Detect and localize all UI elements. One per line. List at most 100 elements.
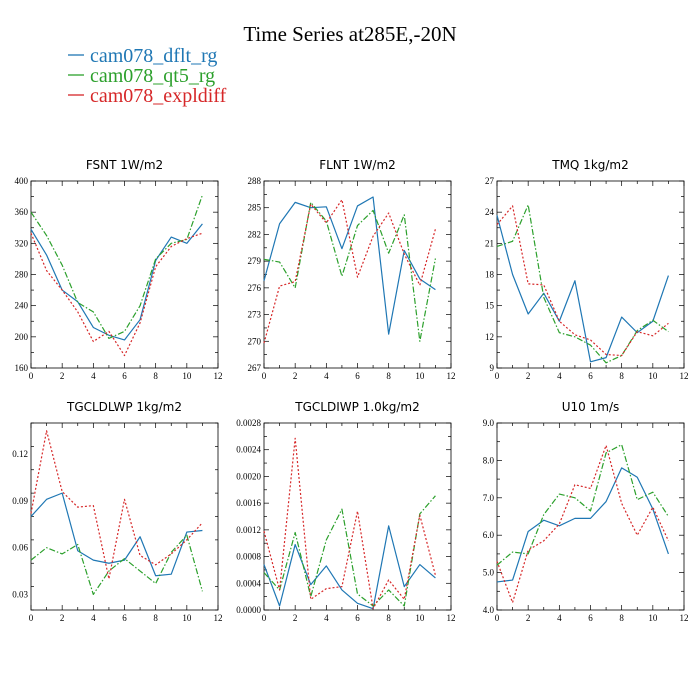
y-tick-label: 240 — [15, 301, 29, 311]
y-tick-label: 8.0 — [483, 455, 495, 465]
x-tick-label: 2 — [60, 613, 65, 623]
x-tick-label: 12 — [447, 613, 456, 623]
y-tick-label: 0.0000 — [236, 605, 261, 615]
y-tick-label: 0.0024 — [236, 445, 261, 455]
y-tick-label: 4.0 — [483, 605, 495, 615]
y-tick-label: 270 — [248, 336, 262, 346]
y-tick-label: 27 — [485, 176, 495, 186]
y-tick-label: 360 — [15, 207, 29, 217]
y-tick-label: 320 — [15, 238, 29, 248]
x-tick-label: 8 — [153, 371, 158, 381]
y-tick-label: 285 — [248, 203, 262, 213]
y-tick-label: 7.0 — [483, 493, 495, 503]
x-tick-label: 4 — [557, 371, 562, 381]
y-tick-label: 9.0 — [483, 418, 495, 428]
x-tick-label: 2 — [293, 613, 298, 623]
y-tick-label: 0.0004 — [236, 578, 261, 588]
y-tick-label: 9 — [490, 363, 495, 373]
x-tick-label: 8 — [619, 613, 624, 623]
x-tick-label: 4 — [324, 613, 329, 623]
panel-title: U10 1m/s — [562, 400, 620, 414]
x-tick-label: 8 — [619, 371, 624, 381]
x-tick-label: 12 — [447, 371, 456, 381]
chart-panel: FLNT 1W/m2 0 2 4 6 8 10 12 267 270 273 276 279 282 285… — [248, 158, 456, 381]
x-tick-label: 10 — [182, 371, 192, 381]
legend: cam078_dflt_rgcam078_qt5_rgcam078_expldi… — [68, 45, 227, 107]
x-tick-label: 6 — [355, 371, 360, 381]
series-line — [30, 534, 203, 596]
series-line — [263, 525, 436, 610]
x-tick-label: 4 — [324, 371, 329, 381]
x-tick-label: 8 — [386, 613, 391, 623]
panels: FSNT 1W/m20 2 4 6 8 10 12160200240280320360400… — [12, 158, 688, 623]
x-tick-label: 12 — [214, 613, 223, 623]
y-tick-label: 0.09 — [12, 496, 28, 506]
series-line — [263, 199, 436, 344]
x-tick-label: 0 — [29, 371, 34, 381]
series-line — [263, 495, 436, 607]
x-tick-label: 6 — [355, 613, 360, 623]
x-tick-label: 2 — [60, 371, 65, 381]
x-tick-label: 4 — [91, 613, 96, 623]
chart-panel: TGCLDLWP 1kg/m2 0 2 4 6 8 10 12 0.03 0.06 0.09 0.12 — [12, 400, 222, 623]
plot-frame — [263, 180, 452, 369]
y-tick-label: 15 — [485, 301, 495, 311]
y-tick-label: 276 — [248, 283, 262, 293]
y-tick-label: 18 — [485, 270, 495, 280]
y-tick-label: 0.0008 — [236, 552, 261, 562]
series-line — [496, 204, 669, 364]
series-line — [263, 196, 436, 335]
x-tick-label: 6 — [122, 371, 127, 381]
y-tick-label: 280 — [15, 270, 29, 280]
legend-label: cam078_expldiff — [90, 85, 227, 107]
x-tick-label: 8 — [386, 371, 391, 381]
plot-frame — [30, 422, 219, 611]
x-tick-label: 0 — [262, 613, 267, 623]
y-tick-label: 5.0 — [483, 568, 495, 578]
x-tick-label: 10 — [648, 371, 658, 381]
x-tick-label: 10 — [415, 371, 425, 381]
x-tick-label: 6 — [122, 613, 127, 623]
y-tick-label: 400 — [15, 176, 29, 186]
series-line — [496, 444, 669, 604]
y-tick-label: 0.06 — [12, 543, 28, 553]
series-line — [496, 467, 669, 583]
x-tick-label: 0 — [495, 613, 500, 623]
x-tick-label: 4 — [557, 613, 562, 623]
y-tick-label: 0.0012 — [236, 525, 261, 535]
chart-panel: FSNT 1W/m2 0 2 4 6 8 10 12 160 200 240 280 320 360 400 — [15, 158, 223, 381]
x-tick-label: 12 — [214, 371, 223, 381]
x-tick-label: 2 — [526, 613, 531, 623]
y-tick-label: 273 — [248, 310, 262, 320]
y-tick-label: 0.12 — [12, 449, 28, 459]
legend-label: cam078_dflt_rg — [90, 45, 217, 67]
series-line — [30, 492, 203, 577]
x-tick-label: 0 — [29, 613, 34, 623]
series-line — [30, 232, 203, 357]
panel-title: TGCLDIWP 1.0kg/m2 — [294, 400, 419, 414]
series-line — [263, 437, 437, 610]
plot-frame — [263, 422, 452, 611]
y-tick-label: 0.0020 — [236, 471, 261, 481]
chart-panel: TGCLDIWP 1.0kg/m2 0 2 4 6 8 10 12 0.0000 0.0004 0.… — [236, 400, 455, 623]
y-tick-label: 0.0028 — [236, 418, 261, 428]
y-tick-label: 0.0016 — [236, 498, 261, 508]
y-tick-label: 200 — [15, 332, 29, 342]
x-tick-label: 10 — [415, 613, 425, 623]
figure-title: Time Series at285E,-20N — [243, 22, 456, 46]
chart-panel: U10 1m/s 0 2 4 6 8 10 12 4.0 5.0 6.0 7.0 8.0 9.0 — [483, 400, 689, 623]
x-tick-label: 2 — [526, 371, 531, 381]
y-tick-label: 160 — [15, 363, 29, 373]
y-tick-label: 21 — [485, 238, 494, 248]
x-tick-label: 6 — [588, 613, 593, 623]
y-tick-label: 6.0 — [483, 530, 495, 540]
series-line — [496, 444, 669, 566]
panel-title: FSNT 1W/m2 — [86, 158, 163, 172]
y-tick-label: 282 — [248, 229, 262, 239]
y-tick-label: 24 — [485, 207, 495, 217]
series-line — [496, 215, 669, 363]
x-tick-label: 0 — [262, 371, 267, 381]
series-line — [30, 430, 203, 580]
x-tick-label: 8 — [153, 613, 158, 623]
